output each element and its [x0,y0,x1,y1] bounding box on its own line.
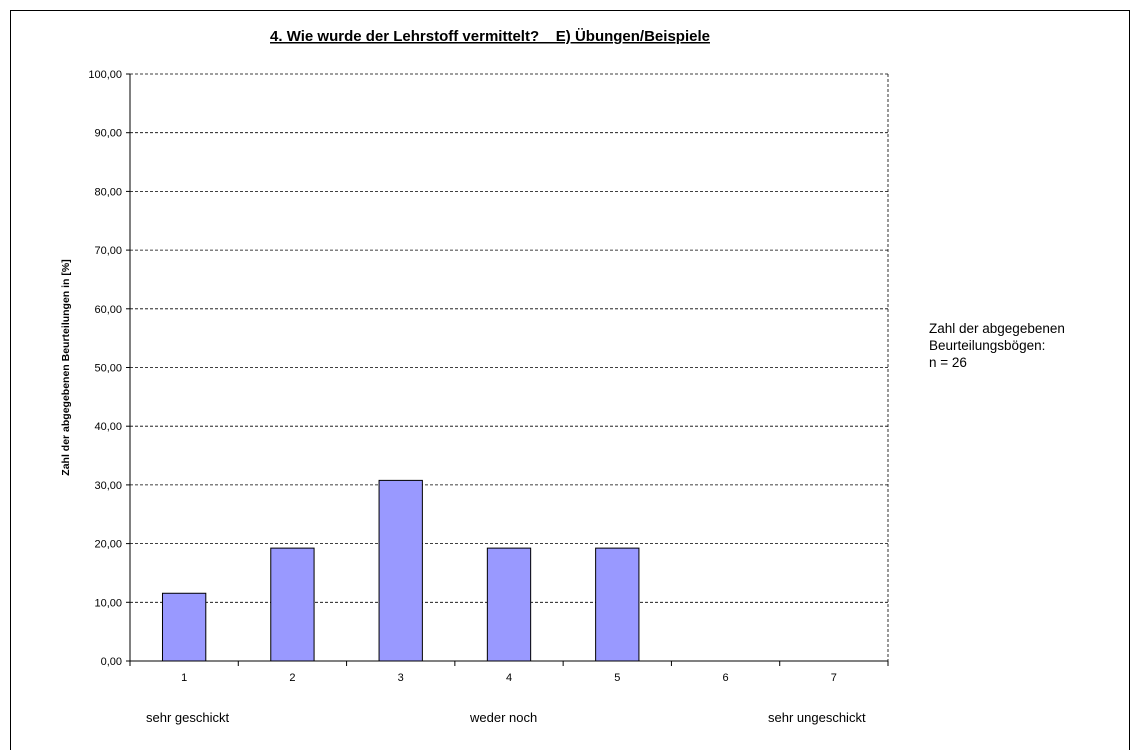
y-tick-label: 10,00 [94,597,122,609]
y-tick-label: 80,00 [94,186,122,198]
scale-label-right: sehr ungeschickt [768,710,866,725]
y-tick-label: 0,00 [101,656,122,668]
gridlines [130,73,889,661]
x-tick-label: 6 [723,672,729,684]
x-tick-label: 4 [506,672,512,684]
y-tick-label: 100,00 [88,69,122,81]
bar-2 [270,547,315,662]
chart-title: 4. Wie wurde der Lehrstoff vermittelt? E… [270,28,710,45]
chart-frame [10,10,1130,750]
bars [161,479,640,662]
y-tick-labels: 0,00 10,00 20,00 30,00 40,00 50,00 60,00 70,00 8… [88,69,130,668]
bar-1 [161,592,207,662]
scale-label-left: sehr geschickt [146,710,229,725]
note-line-2: Beurteilungsbögen: [929,338,1046,353]
note-line-3: n = 26 [929,355,967,370]
y-tick-label: 70,00 [94,245,122,257]
x-tick-label: 7 [831,672,837,684]
y-tick-label: 60,00 [94,304,122,316]
y-tick-label: 40,00 [94,421,122,433]
bar-3 [378,479,423,662]
note-line-1: Zahl der abgegebenen [929,321,1065,336]
x-tick-label: 5 [614,672,620,684]
y-axis-label: Zahl der abgegebenen Beurteilungen in [%… [60,259,72,475]
sample-size-note: Zahl der abgegebenen Beurteilungsbögen: … [929,320,1065,371]
y-tick-label: 30,00 [94,480,122,492]
bar-5 [595,547,640,662]
y-tick-label: 50,00 [94,363,122,375]
y-tick-label: 90,00 [94,128,122,140]
scale-label-middle: weder noch [469,710,537,725]
bar-4 [486,547,532,662]
x-tick-label: 3 [398,672,404,684]
x-tick-labels: 1 2 3 4 5 6 7 [129,661,889,684]
x-tick-label: 1 [181,672,187,684]
x-tick-label: 2 [289,672,295,684]
y-tick-label: 20,00 [94,539,122,551]
